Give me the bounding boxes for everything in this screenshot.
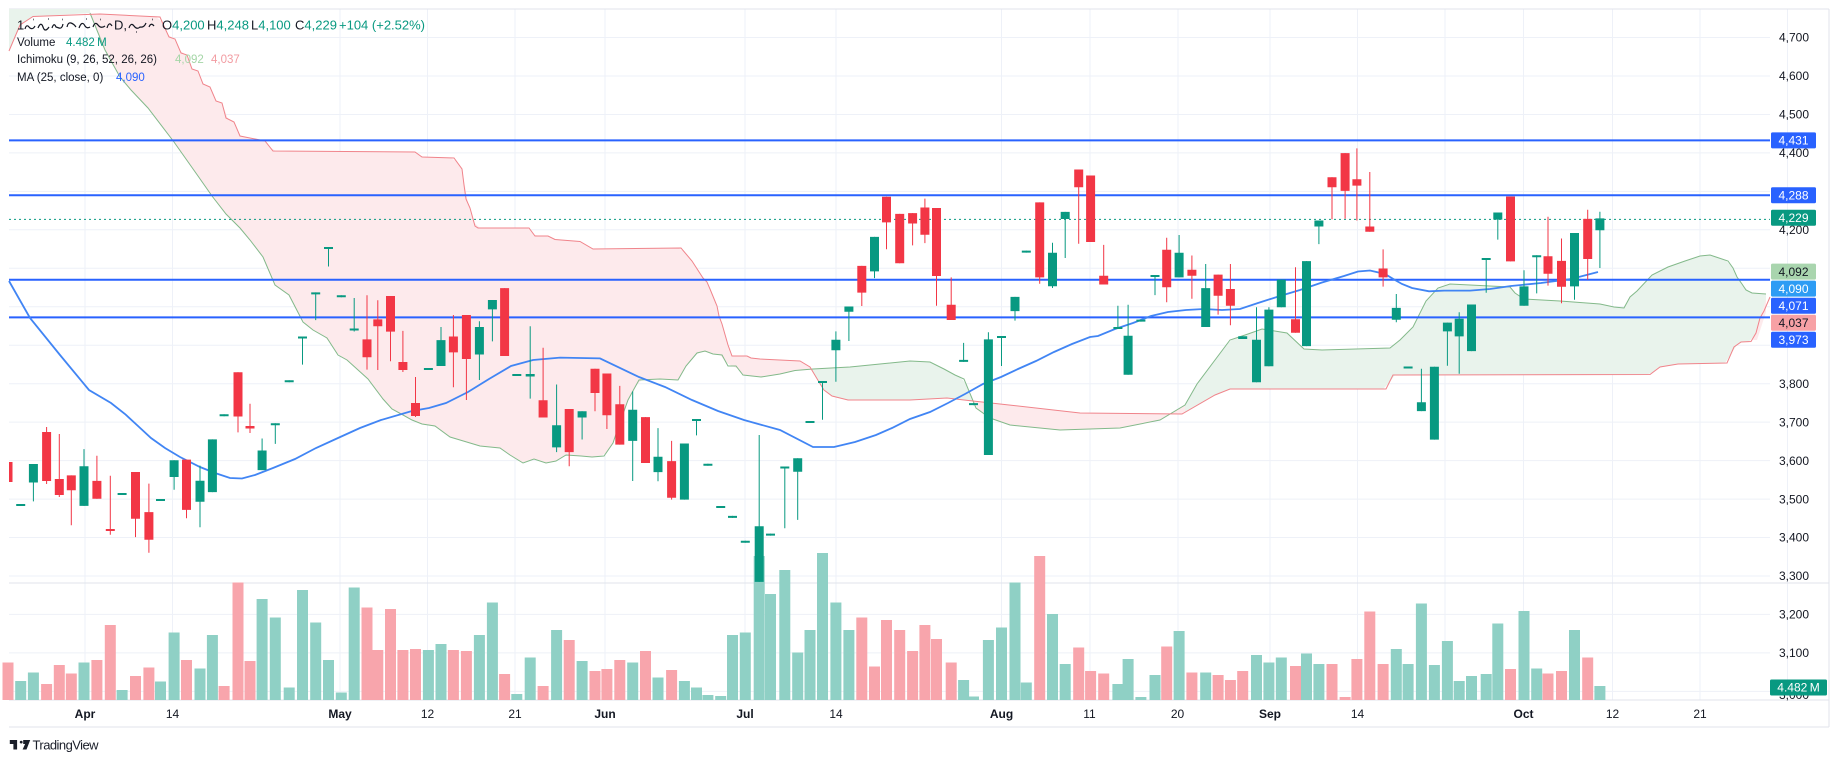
svg-text:3,700: 3,700 bbox=[1779, 415, 1809, 429]
svg-text:4,500: 4,500 bbox=[1779, 108, 1809, 122]
svg-text:4,037: 4,037 bbox=[1778, 316, 1808, 330]
svg-text:3,600: 3,600 bbox=[1779, 454, 1809, 468]
svg-text:Sep: Sep bbox=[1259, 707, 1281, 721]
svg-text:12: 12 bbox=[421, 707, 435, 721]
svg-text:4,090: 4,090 bbox=[1778, 282, 1808, 296]
svg-text:Jun: Jun bbox=[594, 707, 615, 721]
svg-text:4,090: 4,090 bbox=[116, 72, 145, 84]
svg-text:20: 20 bbox=[1171, 707, 1185, 721]
svg-text:Aug: Aug bbox=[990, 707, 1013, 721]
svg-text:MA (25, close, 0): MA (25, close, 0) bbox=[17, 72, 103, 84]
svg-text:4,288: 4,288 bbox=[1778, 189, 1808, 203]
svg-text:+104 (+2.52%): +104 (+2.52%) bbox=[339, 18, 425, 33]
svg-text:Apr: Apr bbox=[75, 707, 96, 721]
svg-text:4,600: 4,600 bbox=[1779, 69, 1809, 83]
svg-text:3,400: 3,400 bbox=[1779, 531, 1809, 545]
svg-text:4,400: 4,400 bbox=[1779, 146, 1809, 160]
svg-text:C4,229: C4,229 bbox=[295, 18, 337, 33]
svg-text:4,071: 4,071 bbox=[1778, 299, 1808, 313]
svg-text:D,: D, bbox=[114, 18, 127, 33]
svg-text:L4,100: L4,100 bbox=[251, 18, 291, 33]
svg-text:11: 11 bbox=[1083, 707, 1096, 721]
svg-text:4,092: 4,092 bbox=[1778, 265, 1808, 279]
svg-text:3,973: 3,973 bbox=[1778, 333, 1808, 347]
svg-text:Oct: Oct bbox=[1513, 707, 1533, 721]
svg-text:H4,248: H4,248 bbox=[207, 18, 249, 33]
svg-text:4,229: 4,229 bbox=[1778, 211, 1808, 225]
svg-text:O4,200: O4,200 bbox=[162, 18, 205, 33]
svg-text:4.482 M: 4.482 M bbox=[1777, 681, 1819, 695]
svg-text:4.482 M: 4.482 M bbox=[66, 37, 107, 49]
svg-text:4,700: 4,700 bbox=[1779, 31, 1809, 45]
svg-text:May: May bbox=[328, 707, 352, 721]
svg-text:3,100: 3,100 bbox=[1779, 646, 1809, 660]
svg-text:1: 1 bbox=[17, 18, 24, 33]
svg-text:4,200: 4,200 bbox=[1779, 223, 1809, 237]
svg-text:4,092: 4,092 bbox=[175, 54, 204, 66]
svg-text:4,431: 4,431 bbox=[1778, 134, 1808, 148]
svg-text:21: 21 bbox=[508, 707, 522, 721]
svg-text:12: 12 bbox=[1606, 707, 1620, 721]
svg-text:3,500: 3,500 bbox=[1779, 492, 1809, 506]
svg-text:TradingView: TradingView bbox=[33, 738, 100, 753]
svg-text:4,037: 4,037 bbox=[211, 54, 240, 66]
svg-text:14: 14 bbox=[829, 707, 843, 721]
svg-text:21: 21 bbox=[1693, 707, 1707, 721]
svg-text:3,300: 3,300 bbox=[1779, 569, 1809, 583]
svg-text:3,800: 3,800 bbox=[1779, 377, 1809, 391]
svg-text:Volume: Volume bbox=[17, 37, 55, 49]
svg-text:Ichimoku (9, 26, 52, 26, 26): Ichimoku (9, 26, 52, 26, 26) bbox=[17, 54, 157, 66]
svg-text:3,200: 3,200 bbox=[1779, 608, 1809, 622]
svg-text:14: 14 bbox=[1351, 707, 1365, 721]
svg-text:Jul: Jul bbox=[736, 707, 753, 721]
svg-text:14: 14 bbox=[166, 707, 180, 721]
